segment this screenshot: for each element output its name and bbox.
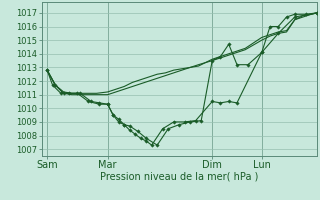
X-axis label: Pression niveau de la mer( hPa ): Pression niveau de la mer( hPa ) — [100, 172, 258, 182]
